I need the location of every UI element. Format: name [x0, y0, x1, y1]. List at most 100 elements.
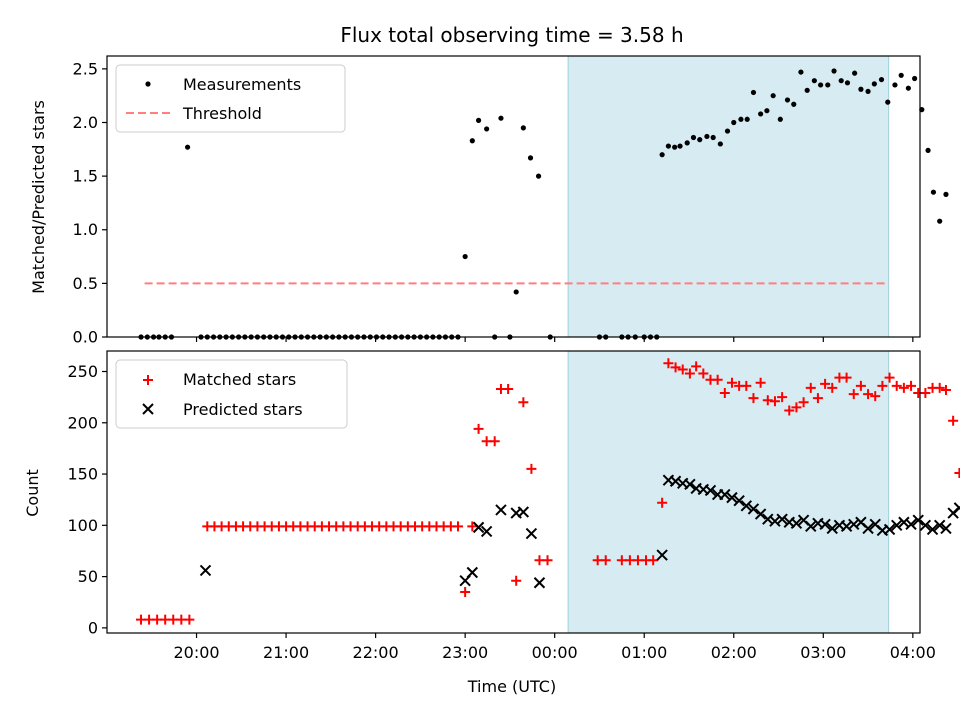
- matched-star-point: [805, 382, 816, 393]
- measurement-point: [858, 86, 864, 92]
- measurement-point: [930, 189, 937, 195]
- measurement-point: [475, 117, 482, 123]
- top-ytick-label: 2.5: [73, 59, 98, 78]
- measurement-point: [498, 115, 504, 121]
- matched-star-point: [827, 382, 838, 393]
- matched-star-point: [841, 372, 852, 383]
- top-ytick-label: 0.5: [73, 274, 98, 293]
- predicted-star-point: [740, 500, 753, 512]
- matched-star-point: [184, 614, 195, 625]
- measurement-point: [184, 144, 191, 150]
- measurement-point: [758, 111, 764, 117]
- predicted-star-point: [747, 503, 760, 515]
- predicted-star-point: [762, 513, 774, 525]
- measurement-point: [738, 116, 744, 122]
- matched-star-point: [691, 361, 702, 372]
- legend-label-predicted: Predicted stars: [183, 400, 303, 419]
- matched-star-point: [877, 380, 888, 391]
- ratio-plot: 0.0 0.5 1.0 1.5 2.0 2.5 Measurements Threshold: [73, 55, 949, 347]
- bottom-ytick-label: 200: [67, 413, 98, 432]
- legend-box: [115, 64, 346, 133]
- measurement-point: [665, 143, 671, 149]
- matched-star-point: [600, 555, 611, 566]
- xtick-label: 22:00: [353, 643, 399, 662]
- matched-star-point: [820, 378, 831, 389]
- predicted-star-point: [940, 522, 952, 535]
- measurement-point: [462, 253, 468, 260]
- legend-marker-measurements: [145, 81, 151, 87]
- measurement-point: [770, 93, 776, 99]
- matched-star-point: [898, 382, 909, 393]
- measurement-point: [818, 82, 824, 88]
- axes-frame: [106, 55, 921, 338]
- legend-label-measurements: Measurements: [183, 75, 301, 94]
- matched-star-point: [848, 389, 859, 400]
- matched-star-point: [663, 358, 674, 369]
- predicted-star-point: [704, 484, 717, 497]
- predicted-star-point: [905, 518, 917, 531]
- measurement-point: [912, 75, 918, 82]
- measurement-point: [527, 155, 534, 161]
- predicted-star-point: [891, 519, 903, 532]
- matched-star-point: [670, 362, 681, 373]
- matched-star-point: [503, 383, 514, 394]
- measurement-point: [750, 89, 757, 96]
- matched-star-point: [784, 405, 795, 416]
- measurement-point: [513, 289, 519, 295]
- matched-star-point: [460, 586, 471, 597]
- predicted-star-point: [790, 517, 803, 529]
- matched-star-point: [948, 415, 959, 426]
- measurement-point: [925, 147, 931, 153]
- matched-star-point: [791, 402, 802, 413]
- matched-star-point: [769, 396, 780, 407]
- predicted-star-point: [826, 522, 838, 535]
- matched-star-point: [940, 384, 951, 395]
- measurement-point: [710, 134, 716, 141]
- measurement-point: [764, 108, 770, 114]
- predicted-star-point: [898, 516, 910, 528]
- measurement-point: [831, 68, 837, 74]
- matched-star-point: [719, 388, 730, 399]
- predicted-star-point: [926, 523, 939, 536]
- top-ytick-label: 2.0: [73, 113, 98, 132]
- y-axis-label-bottom: Count: [23, 469, 42, 517]
- xtick-label: 00:00: [532, 643, 578, 662]
- predicted-star-point: [684, 478, 696, 491]
- bottom-ytick-label: 50: [78, 567, 98, 586]
- predicted-star-point: [466, 566, 479, 579]
- measurement-point: [892, 82, 898, 88]
- predicted-star-point: [754, 508, 767, 520]
- top-ytick-label: 0.0: [73, 328, 98, 347]
- matched-star-point: [526, 463, 537, 474]
- xtick-label: 01:00: [621, 643, 667, 662]
- measurement-point: [744, 116, 750, 122]
- xtick-label: 03:00: [800, 643, 846, 662]
- measurement-point: [878, 76, 885, 83]
- measurement-point: [871, 81, 877, 87]
- predicted-star-point: [517, 506, 530, 518]
- predicted-star-point: [656, 549, 668, 561]
- matched-star-point: [891, 380, 902, 391]
- measurement-point: [804, 87, 810, 93]
- chart-title: Flux total observing time = 3.58 h: [340, 23, 683, 47]
- bottom-ytick-label: 0: [88, 618, 98, 637]
- predicted-star-point: [912, 514, 924, 526]
- legend-bottom: Matched stars Predicted stars: [115, 359, 348, 429]
- measurement-point: [898, 72, 904, 78]
- measurement-point: [943, 191, 949, 197]
- measurement-point: [677, 143, 683, 149]
- xtick-label: 23:00: [442, 643, 488, 662]
- matched-star-point: [489, 436, 500, 447]
- matched-star-point: [755, 377, 766, 388]
- matched-star-point: [542, 555, 553, 566]
- matched-star-point: [863, 389, 874, 400]
- measurement-point: [905, 85, 911, 91]
- legend-marker-predicted: [142, 403, 154, 415]
- legend-top: Measurements Threshold: [115, 64, 346, 133]
- predicted-star-point: [840, 520, 853, 533]
- measurement-point: [791, 101, 797, 107]
- matched-star-point: [648, 555, 659, 566]
- matched-star-point: [748, 393, 759, 404]
- measurement-point: [704, 133, 710, 140]
